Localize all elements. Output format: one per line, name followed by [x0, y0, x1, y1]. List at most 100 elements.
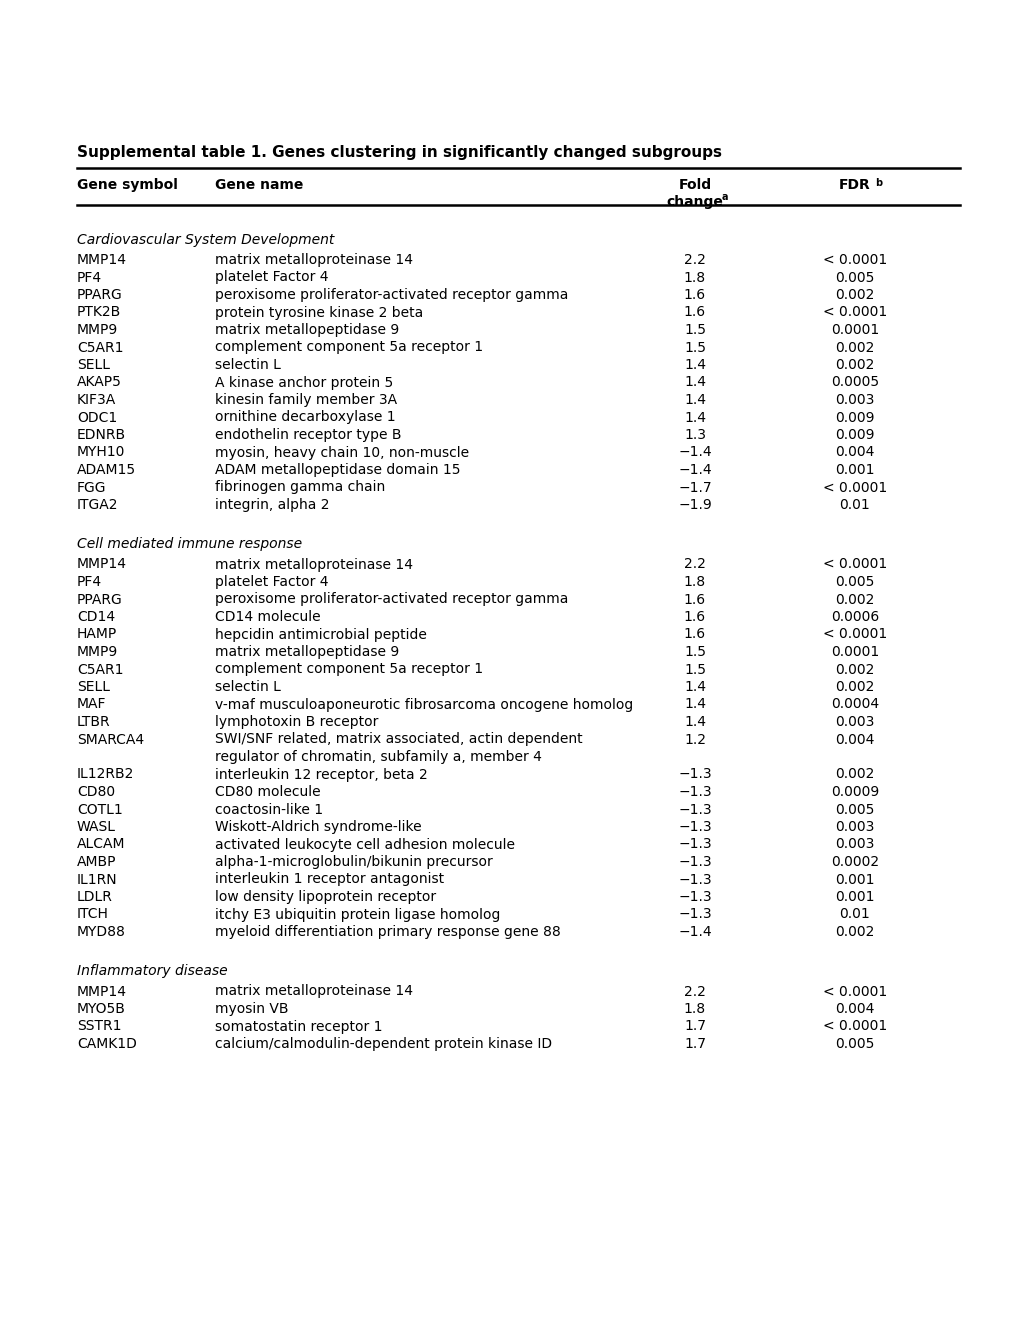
- Text: PF4: PF4: [76, 576, 102, 589]
- Text: change: change: [665, 194, 722, 209]
- Text: COTL1: COTL1: [76, 803, 122, 817]
- Text: 1.4: 1.4: [684, 697, 705, 711]
- Text: −1.3: −1.3: [678, 767, 711, 781]
- Text: 1.7: 1.7: [684, 1038, 705, 1051]
- Text: 0.0001: 0.0001: [830, 645, 878, 659]
- Text: 1.4: 1.4: [684, 358, 705, 372]
- Text: CD14 molecule: CD14 molecule: [215, 610, 320, 624]
- Text: 0.005: 0.005: [835, 803, 874, 817]
- Text: myosin, heavy chain 10, non-muscle: myosin, heavy chain 10, non-muscle: [215, 446, 469, 459]
- Text: Wiskott-Aldrich syndrome-like: Wiskott-Aldrich syndrome-like: [215, 820, 421, 834]
- Text: 0.004: 0.004: [835, 446, 874, 459]
- Text: regulator of chromatin, subfamily a, member 4: regulator of chromatin, subfamily a, mem…: [215, 750, 541, 764]
- Text: 0.0006: 0.0006: [830, 610, 878, 624]
- Text: PTK2B: PTK2B: [76, 305, 121, 319]
- Text: hepcidin antimicrobial peptide: hepcidin antimicrobial peptide: [215, 627, 427, 642]
- Text: 0.0002: 0.0002: [830, 855, 878, 869]
- Text: 1.4: 1.4: [684, 375, 705, 389]
- Text: 1.5: 1.5: [684, 663, 705, 676]
- Text: −1.3: −1.3: [678, 908, 711, 921]
- Text: Inflammatory disease: Inflammatory disease: [76, 965, 227, 978]
- Text: FGG: FGG: [76, 480, 106, 495]
- Text: 0.0009: 0.0009: [830, 785, 878, 799]
- Text: 0.009: 0.009: [835, 428, 874, 442]
- Text: CD14: CD14: [76, 610, 115, 624]
- Text: 1.2: 1.2: [684, 733, 705, 747]
- Text: 1.4: 1.4: [684, 715, 705, 729]
- Text: 1.6: 1.6: [684, 288, 705, 302]
- Text: −1.3: −1.3: [678, 785, 711, 799]
- Text: 0.004: 0.004: [835, 1002, 874, 1016]
- Text: a: a: [721, 193, 728, 202]
- Text: 0.003: 0.003: [835, 393, 874, 407]
- Text: PPARG: PPARG: [76, 288, 122, 302]
- Text: Gene name: Gene name: [215, 178, 303, 191]
- Text: LTBR: LTBR: [76, 715, 110, 729]
- Text: MYO5B: MYO5B: [76, 1002, 125, 1016]
- Text: < 0.0001: < 0.0001: [822, 627, 887, 642]
- Text: EDNRB: EDNRB: [76, 428, 126, 442]
- Text: PF4: PF4: [76, 271, 102, 285]
- Text: ALCAM: ALCAM: [76, 837, 125, 851]
- Text: 1.8: 1.8: [684, 271, 705, 285]
- Text: v-maf musculoaponeurotic fibrosarcoma oncogene homolog: v-maf musculoaponeurotic fibrosarcoma on…: [215, 697, 633, 711]
- Text: −1.3: −1.3: [678, 855, 711, 869]
- Text: SSTR1: SSTR1: [76, 1019, 121, 1034]
- Text: SELL: SELL: [76, 680, 110, 694]
- Text: 1.6: 1.6: [684, 610, 705, 624]
- Text: 1.4: 1.4: [684, 411, 705, 425]
- Text: activated leukocyte cell adhesion molecule: activated leukocyte cell adhesion molecu…: [215, 837, 515, 851]
- Text: MMP14: MMP14: [76, 253, 127, 267]
- Text: Fold: Fold: [678, 178, 711, 191]
- Text: 0.01: 0.01: [839, 908, 869, 921]
- Text: KIF3A: KIF3A: [76, 393, 116, 407]
- Text: 0.002: 0.002: [835, 288, 874, 302]
- Text: coactosin-like 1: coactosin-like 1: [215, 803, 323, 817]
- Text: < 0.0001: < 0.0001: [822, 557, 887, 572]
- Text: 1.5: 1.5: [684, 341, 705, 355]
- Text: MMP14: MMP14: [76, 985, 127, 998]
- Text: AMBP: AMBP: [76, 855, 116, 869]
- Text: 0.005: 0.005: [835, 1038, 874, 1051]
- Text: Supplemental table 1. Genes clustering in significantly changed subgroups: Supplemental table 1. Genes clustering i…: [76, 145, 721, 160]
- Text: 0.01: 0.01: [839, 498, 869, 512]
- Text: 1.6: 1.6: [684, 627, 705, 642]
- Text: protein tyrosine kinase 2 beta: protein tyrosine kinase 2 beta: [215, 305, 423, 319]
- Text: MYD88: MYD88: [76, 925, 125, 939]
- Text: integrin, alpha 2: integrin, alpha 2: [215, 498, 329, 512]
- Text: matrix metalloproteinase 14: matrix metalloproteinase 14: [215, 253, 413, 267]
- Text: MYH10: MYH10: [76, 446, 125, 459]
- Text: ODC1: ODC1: [76, 411, 117, 425]
- Text: myosin VB: myosin VB: [215, 1002, 288, 1016]
- Text: SMARCA4: SMARCA4: [76, 733, 144, 747]
- Text: 0.001: 0.001: [835, 463, 874, 477]
- Text: matrix metalloproteinase 14: matrix metalloproteinase 14: [215, 985, 413, 998]
- Text: CAMK1D: CAMK1D: [76, 1038, 137, 1051]
- Text: platelet Factor 4: platelet Factor 4: [215, 576, 328, 589]
- Text: AKAP5: AKAP5: [76, 375, 121, 389]
- Text: peroxisome proliferator-activated receptor gamma: peroxisome proliferator-activated recept…: [215, 288, 568, 302]
- Text: 0.004: 0.004: [835, 733, 874, 747]
- Text: A kinase anchor protein 5: A kinase anchor protein 5: [215, 375, 393, 389]
- Text: platelet Factor 4: platelet Factor 4: [215, 271, 328, 285]
- Text: 0.003: 0.003: [835, 820, 874, 834]
- Text: −1.4: −1.4: [678, 463, 711, 477]
- Text: MMP9: MMP9: [76, 645, 118, 659]
- Text: < 0.0001: < 0.0001: [822, 1019, 887, 1034]
- Text: C5AR1: C5AR1: [76, 341, 123, 355]
- Text: 1.4: 1.4: [684, 393, 705, 407]
- Text: MMP9: MMP9: [76, 323, 118, 337]
- Text: 0.001: 0.001: [835, 873, 874, 887]
- Text: ITGA2: ITGA2: [76, 498, 118, 512]
- Text: complement component 5a receptor 1: complement component 5a receptor 1: [215, 341, 483, 355]
- Text: calcium/calmodulin-dependent protein kinase ID: calcium/calmodulin-dependent protein kin…: [215, 1038, 551, 1051]
- Text: peroxisome proliferator-activated receptor gamma: peroxisome proliferator-activated recept…: [215, 593, 568, 606]
- Text: SWI/SNF related, matrix associated, actin dependent: SWI/SNF related, matrix associated, acti…: [215, 733, 582, 747]
- Text: 0.003: 0.003: [835, 837, 874, 851]
- Text: 0.003: 0.003: [835, 715, 874, 729]
- Text: 0.0004: 0.0004: [830, 697, 878, 711]
- Text: 1.4: 1.4: [684, 680, 705, 694]
- Text: myeloid differentiation primary response gene 88: myeloid differentiation primary response…: [215, 925, 560, 939]
- Text: IL1RN: IL1RN: [76, 873, 117, 887]
- Text: endothelin receptor type B: endothelin receptor type B: [215, 428, 401, 442]
